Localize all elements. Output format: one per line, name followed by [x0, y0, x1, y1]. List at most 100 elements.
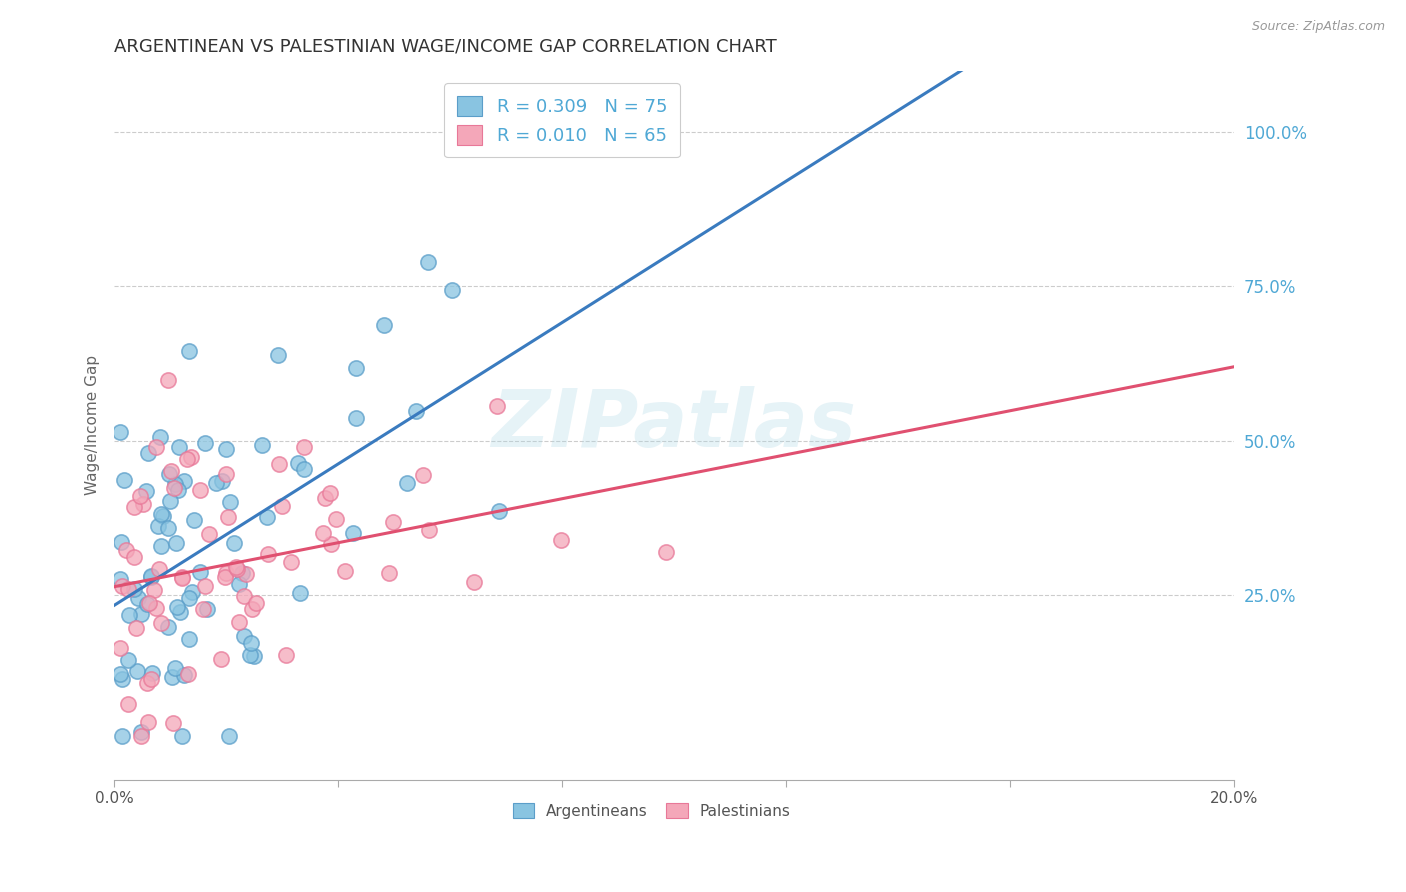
Point	[373, 318, 395, 333]
Point	[150, 539, 173, 553]
Point	[214, 442, 236, 456]
Point	[141, 665, 163, 680]
Point	[204, 476, 226, 491]
Point	[215, 566, 238, 580]
Point	[218, 730, 240, 744]
Point	[111, 579, 134, 593]
Point	[117, 582, 139, 596]
Point	[319, 486, 342, 500]
Point	[143, 582, 166, 597]
Text: Source: ZipAtlas.com: Source: ZipAtlas.com	[1251, 20, 1385, 33]
Point	[335, 564, 357, 578]
Point	[235, 567, 257, 582]
Point	[169, 605, 191, 619]
Point	[314, 491, 336, 505]
Point	[418, 524, 440, 538]
Point	[129, 729, 152, 743]
Point	[463, 574, 485, 589]
Point	[256, 509, 278, 524]
Point	[243, 648, 266, 663]
Point	[231, 566, 253, 581]
Point	[115, 543, 138, 558]
Point	[181, 584, 204, 599]
Point	[172, 570, 194, 584]
Point	[162, 670, 184, 684]
Point	[217, 509, 239, 524]
Point	[228, 615, 250, 629]
Point	[239, 648, 262, 662]
Point	[129, 724, 152, 739]
Point	[219, 495, 242, 509]
Point	[173, 668, 195, 682]
Point	[344, 411, 367, 425]
Point	[139, 673, 162, 687]
Point	[135, 675, 157, 690]
Point	[136, 715, 159, 730]
Point	[152, 509, 174, 524]
Point	[122, 549, 145, 564]
Point	[224, 535, 246, 549]
Point	[128, 490, 150, 504]
Point	[250, 438, 273, 452]
Point	[163, 477, 186, 491]
Point	[167, 440, 190, 454]
Point	[395, 476, 418, 491]
Point	[127, 665, 149, 679]
Point	[267, 457, 290, 471]
Point	[141, 568, 163, 582]
Point	[209, 652, 232, 666]
Text: ARGENTINEAN VS PALESTINIAN WAGE/INCOME GAP CORRELATION CHART: ARGENTINEAN VS PALESTINIAN WAGE/INCOME G…	[114, 37, 778, 55]
Legend: Argentineans, Palestinians: Argentineans, Palestinians	[506, 797, 797, 825]
Point	[177, 591, 200, 605]
Point	[112, 473, 135, 487]
Point	[117, 697, 139, 711]
Point	[141, 570, 163, 584]
Point	[267, 348, 290, 362]
Point	[256, 547, 278, 561]
Point	[177, 632, 200, 647]
Point	[125, 621, 148, 635]
Point	[173, 474, 195, 488]
Point	[325, 512, 347, 526]
Point	[108, 641, 131, 656]
Point	[172, 730, 194, 744]
Point	[288, 586, 311, 600]
Point	[287, 456, 309, 470]
Point	[129, 607, 152, 622]
Point	[148, 562, 170, 576]
Point	[194, 579, 217, 593]
Point	[188, 483, 211, 497]
Point	[271, 499, 294, 513]
Point	[342, 526, 364, 541]
Point	[245, 596, 267, 610]
Point	[344, 361, 367, 376]
Point	[160, 464, 183, 478]
Point	[195, 601, 218, 615]
Point	[145, 600, 167, 615]
Point	[180, 450, 202, 464]
Point	[274, 648, 297, 663]
Point	[194, 436, 217, 450]
Point	[135, 483, 157, 498]
Point	[377, 566, 399, 580]
Point	[108, 425, 131, 440]
Point	[405, 404, 427, 418]
Point	[312, 525, 335, 540]
Point	[122, 582, 145, 596]
Point	[157, 521, 180, 535]
Point	[440, 283, 463, 297]
Point	[156, 620, 179, 634]
Point	[183, 512, 205, 526]
Point	[177, 343, 200, 358]
Point	[149, 430, 172, 444]
Point	[138, 596, 160, 610]
Point	[165, 536, 187, 550]
Point	[117, 607, 139, 622]
Point	[197, 527, 219, 541]
Point	[170, 571, 193, 585]
Point	[191, 601, 214, 615]
Point	[292, 461, 315, 475]
Point	[166, 483, 188, 497]
Point	[280, 555, 302, 569]
Point	[412, 468, 434, 483]
